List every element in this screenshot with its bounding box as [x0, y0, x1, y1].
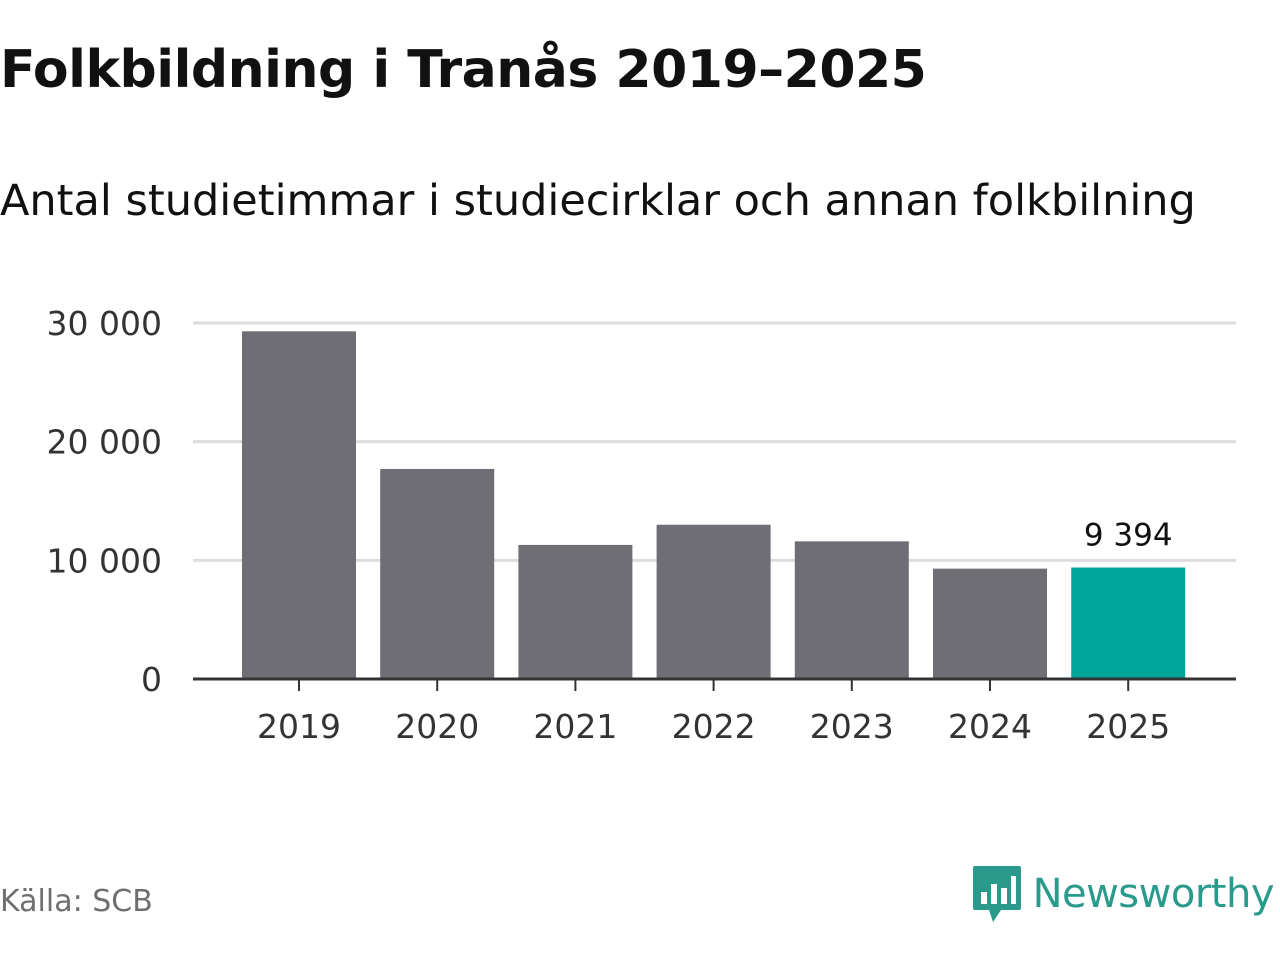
chart-title: Folkbildning i Tranås 2019–2025 — [0, 40, 927, 100]
brand-name: Newsworthy — [1032, 871, 1275, 917]
x-tick-label: 2020 — [395, 707, 479, 746]
y-tick-label: 20 000 — [47, 423, 162, 462]
y-tick-label: 0 — [141, 660, 162, 699]
chart-subtitle: Antal studietimmar i studiecirklar och a… — [0, 176, 1196, 226]
bar-chart: 0 10 000 20 000 30 000 2019 2020 2021 2022 2023 2… — [47, 304, 1236, 746]
bar-2021 — [518, 544, 633, 679]
x-tick-label: 2025 — [1086, 707, 1170, 746]
x-tick-label: 2022 — [672, 707, 756, 746]
newsworthy-logo[interactable]: Newsworthy — [971, 862, 1275, 926]
bar-2019 — [242, 331, 356, 679]
x-tick-label: 2023 — [810, 707, 894, 746]
bar-2025 — [1071, 567, 1186, 679]
x-tick-label: 2021 — [533, 707, 617, 746]
bar-2024 — [933, 568, 1047, 679]
y-tick-label: 30 000 — [47, 304, 162, 343]
x-tick-label: 2019 — [257, 707, 341, 746]
y-tick-label: 10 000 — [47, 541, 162, 580]
source-label: Källa: SCB — [0, 884, 153, 919]
bar-2023 — [794, 541, 909, 679]
x-tick-label: 2024 — [948, 707, 1032, 746]
newsworthy-logo-icon — [972, 866, 1021, 922]
bar-2020 — [380, 468, 495, 679]
data-label: 9 394 — [1084, 518, 1173, 554]
bar-2022 — [656, 524, 771, 679]
